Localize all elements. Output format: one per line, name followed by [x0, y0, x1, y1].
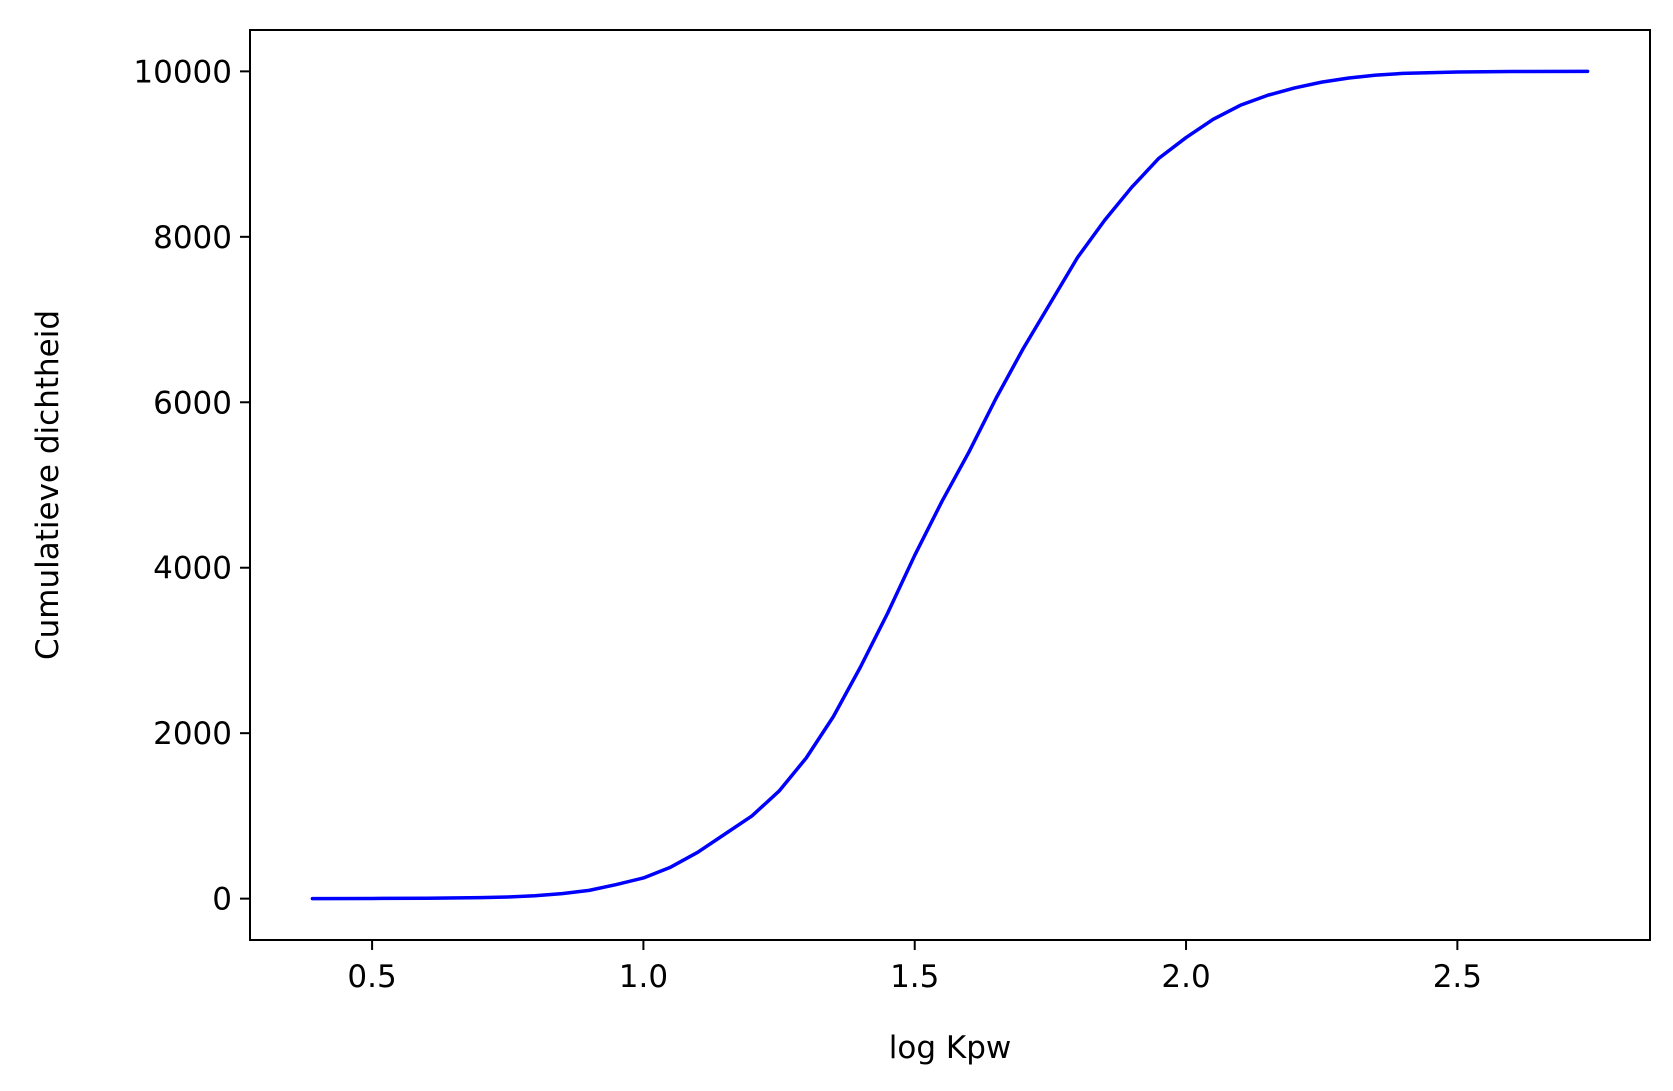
y-tick-label: 4000 — [153, 551, 232, 587]
x-axis-ticks: 0.5 1.0 1.5 2.0 2.5 — [347, 940, 1482, 995]
y-axis-label: Cumulatieve dichtheid — [30, 310, 66, 660]
x-tick-label: 0.5 — [347, 959, 396, 995]
y-tick-label: 8000 — [153, 220, 232, 256]
y-tick-label: 2000 — [153, 716, 232, 752]
x-tick-label: 1.0 — [619, 959, 668, 995]
y-tick-label: 6000 — [153, 385, 232, 421]
x-tick-label: 2.5 — [1433, 959, 1482, 995]
x-tick-label: 1.5 — [890, 959, 939, 995]
y-tick-label: 0 — [212, 882, 232, 918]
plot-area-frame — [249, 29, 1651, 941]
y-axis-ticks: 0 2000 4000 6000 8000 10000 — [133, 54, 250, 918]
series-line — [310, 69, 1590, 901]
y-tick-label: 10000 — [133, 54, 232, 90]
x-axis-label: log Kpw — [889, 1030, 1011, 1066]
x-tick-label: 2.0 — [1161, 959, 1210, 995]
